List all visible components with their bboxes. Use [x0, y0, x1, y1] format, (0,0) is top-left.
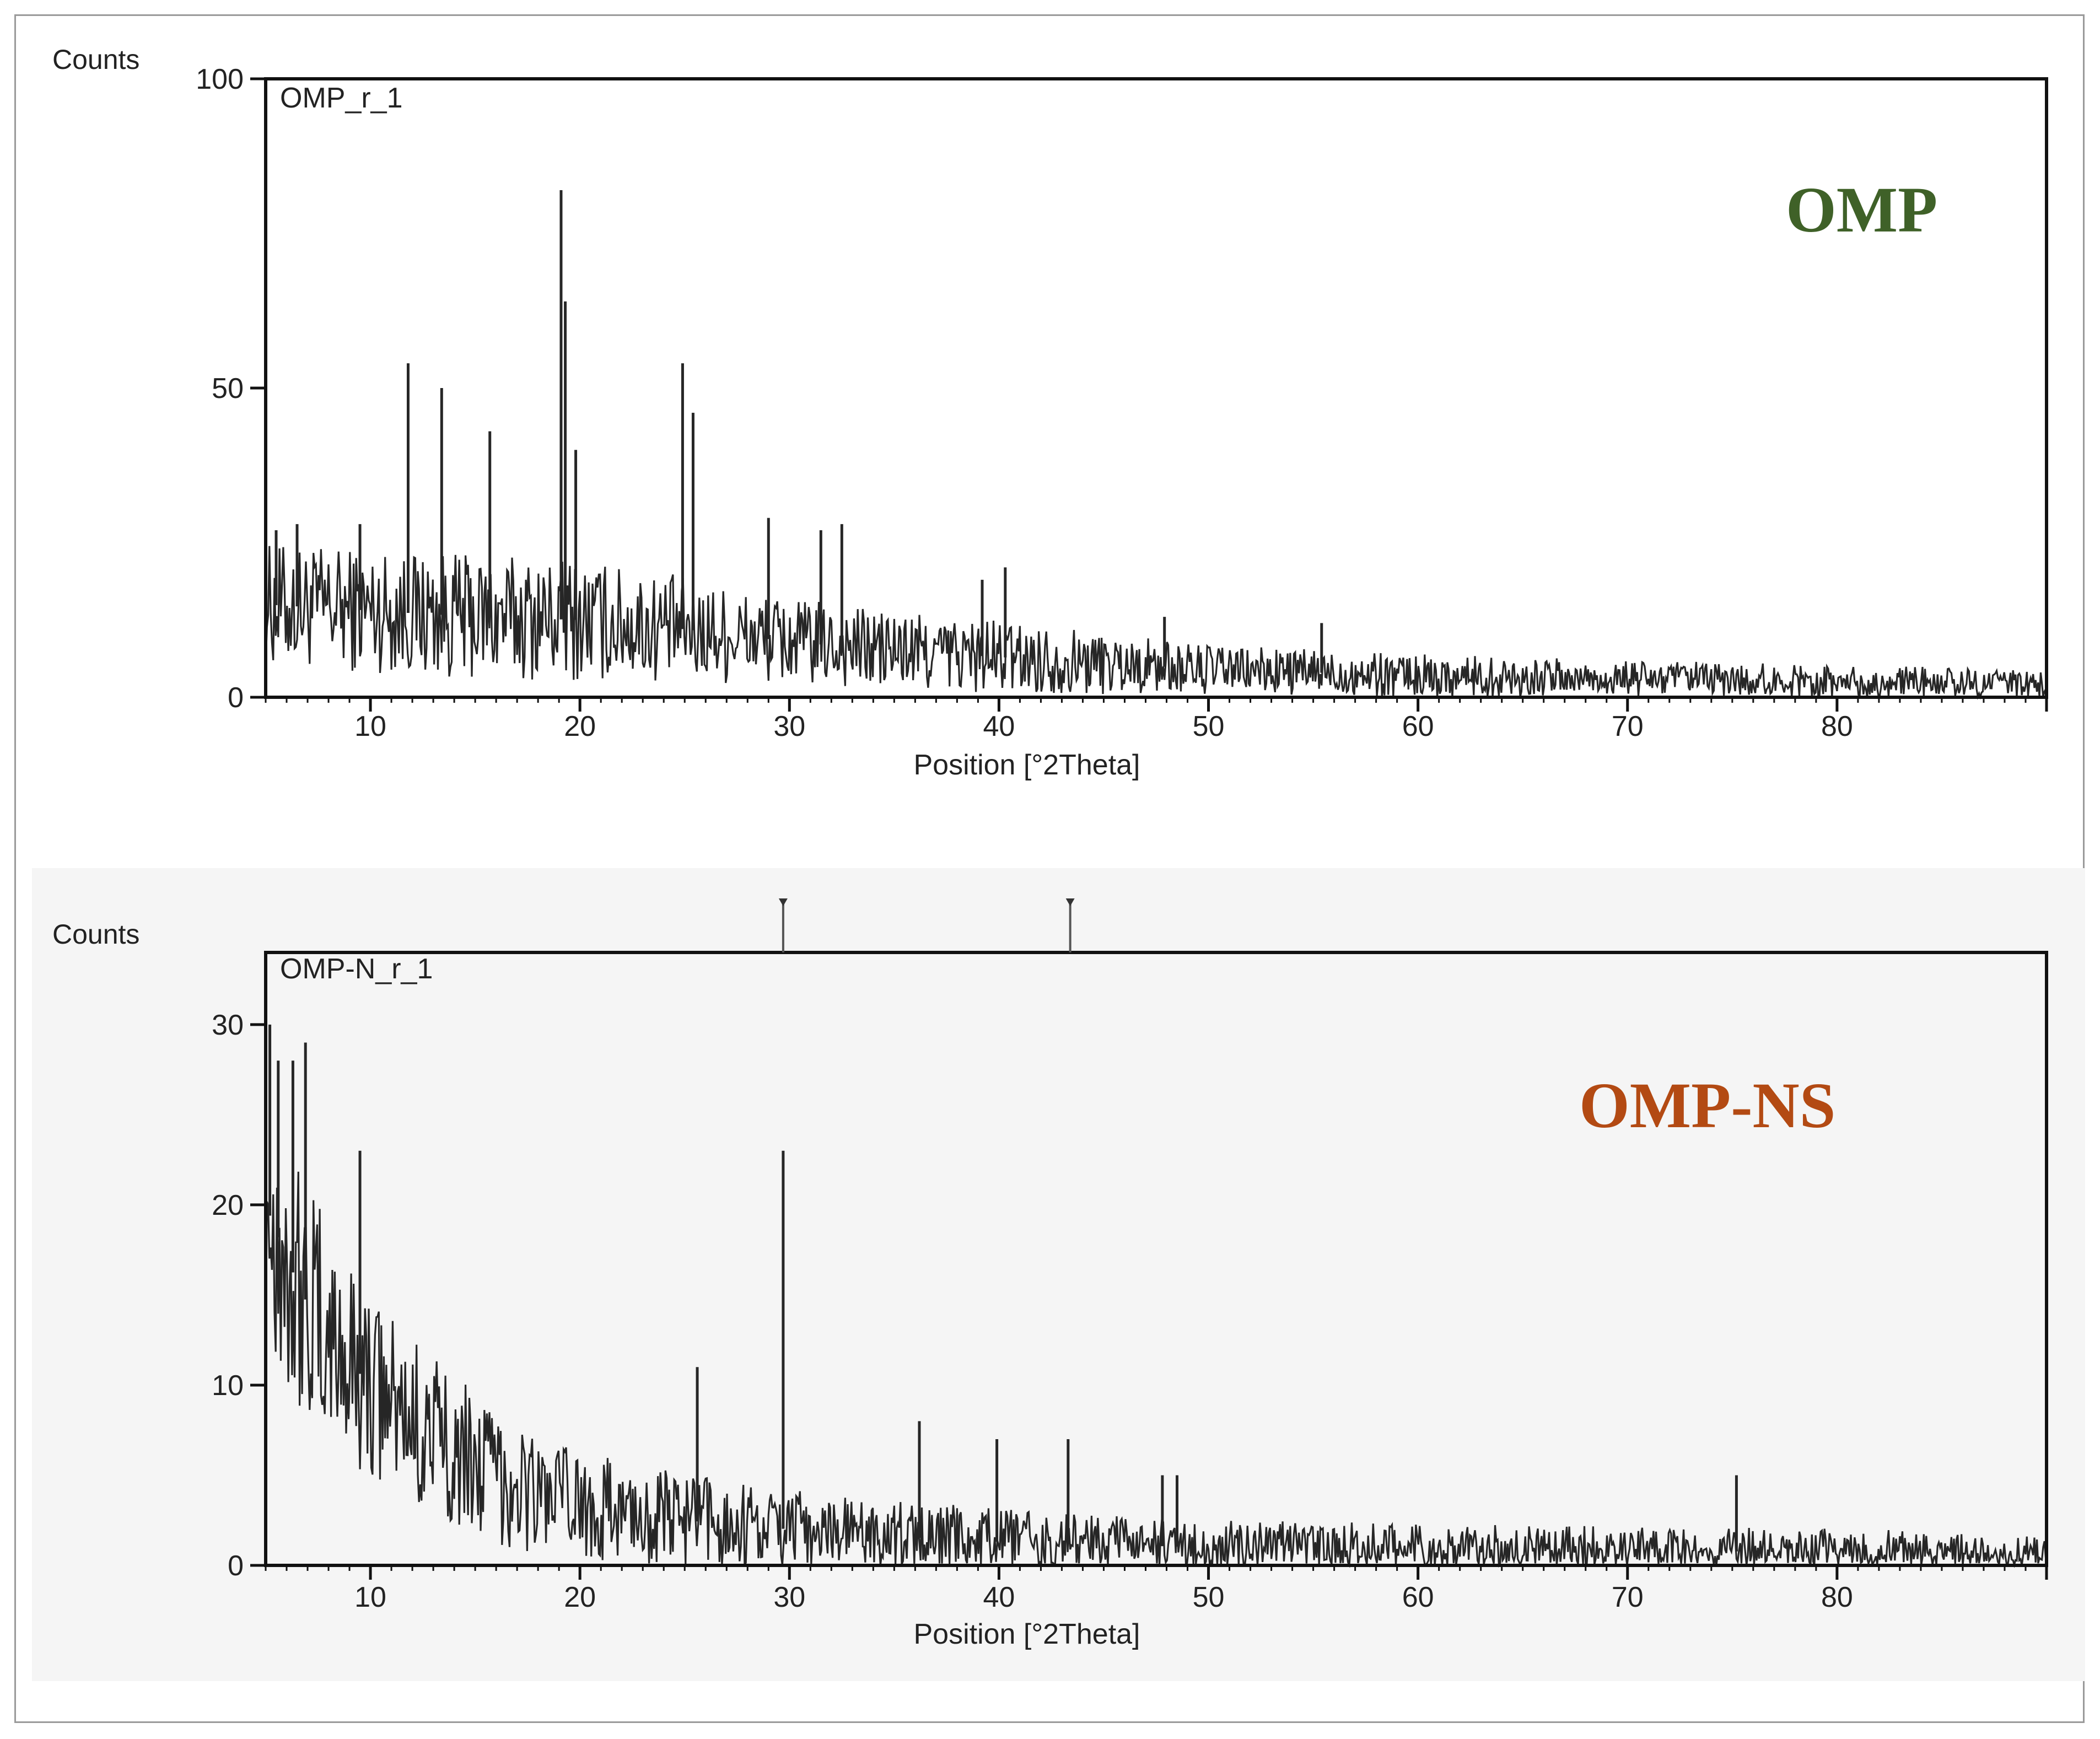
y-axis-label: Counts: [52, 44, 139, 75]
x-tick-label: 50: [1193, 1581, 1225, 1613]
y-tick-label: 100: [196, 63, 244, 95]
x-tick-label: 30: [773, 1581, 805, 1613]
x-tick-label: 10: [354, 1581, 386, 1613]
y-tick-label: 0: [228, 1550, 244, 1582]
x-tick-label: 70: [1612, 1581, 1644, 1613]
x-tick-label: 60: [1402, 710, 1434, 742]
plot-area: [264, 951, 2048, 1567]
trace-omp-ns: [265, 1024, 2047, 1568]
diffraction-trace: [265, 1171, 2047, 1568]
y-tick-label: 20: [212, 1189, 244, 1221]
x-tick-label: 20: [564, 1581, 596, 1613]
x-tick-label: 40: [983, 1581, 1015, 1613]
y-tick-label: 0: [228, 682, 244, 714]
trace-omp: [265, 190, 2047, 700]
sample-id-label: OMP_r_1: [280, 82, 403, 114]
y-tick-label: 50: [212, 373, 244, 405]
sample-annotation: OMP: [1786, 174, 1937, 246]
y-tick-label: 10: [212, 1370, 244, 1402]
x-axis-label: Position [°2Theta]: [913, 749, 1140, 781]
y-axis-label: Counts: [52, 919, 139, 950]
x-tick-label: 80: [1821, 710, 1853, 742]
axes-omp: 0 50 100 10 20 30 40 50 60 70 80: [196, 63, 2048, 742]
x-tick-label: 10: [354, 710, 386, 742]
x-tick-label: 50: [1193, 710, 1225, 742]
x-tick-label: 70: [1612, 710, 1644, 742]
x-tick-label: 20: [564, 710, 596, 742]
axes-omp-ns: 0 10 20 30 10 20 30 40 50 60 70 80: [212, 898, 2048, 1613]
reference-marker-icon: [778, 898, 788, 906]
y-tick-label: 30: [212, 1009, 244, 1041]
x-tick-label: 40: [983, 710, 1015, 742]
x-tick-label: 80: [1821, 1581, 1853, 1613]
reference-marker-icon: [1065, 898, 1075, 906]
sample-annotation: OMP-NS: [1579, 1069, 1835, 1142]
x-tick-label: 60: [1402, 1581, 1434, 1613]
sample-id-label: OMP-N_r_1: [280, 953, 433, 985]
x-axis-label: Position [°2Theta]: [913, 1618, 1140, 1650]
x-tick-label: 30: [773, 710, 805, 742]
